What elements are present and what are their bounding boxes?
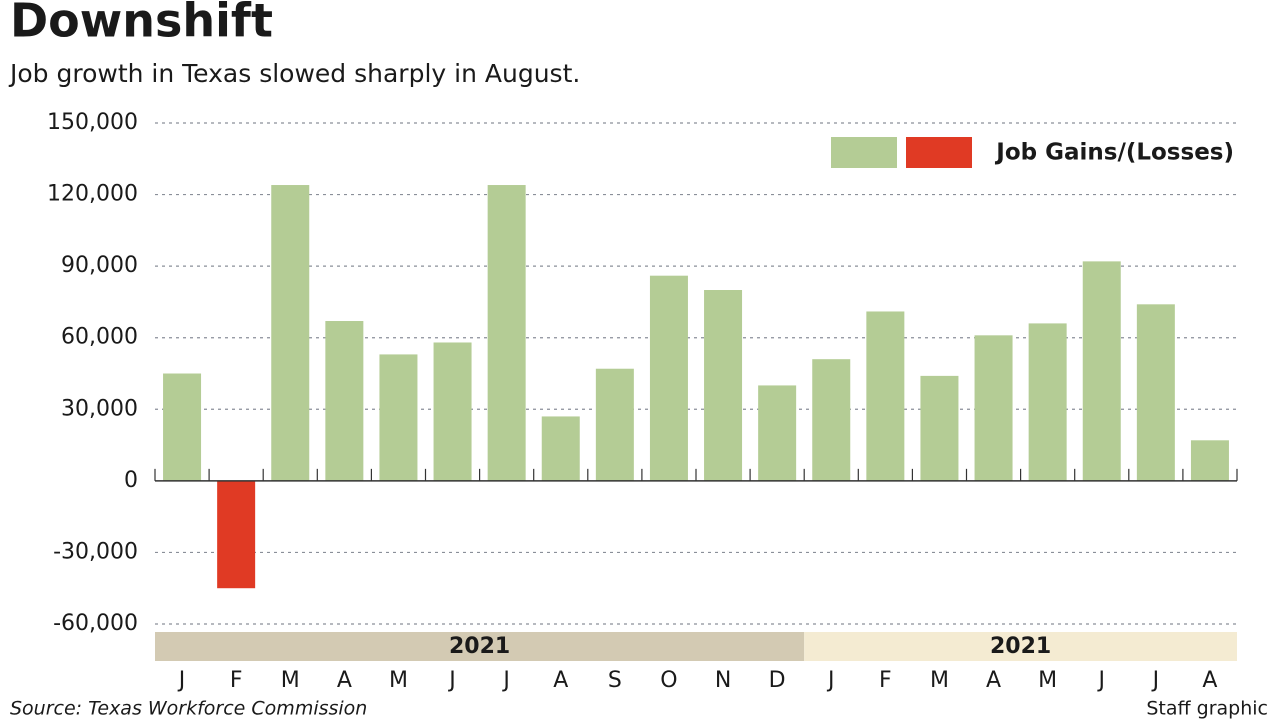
- x-tick-label: J: [177, 668, 186, 693]
- y-tick-label: 0: [124, 468, 138, 493]
- bar: [1136, 304, 1175, 481]
- bar: [704, 290, 743, 481]
- x-tick-label: F: [879, 668, 892, 693]
- x-tick-label: N: [715, 668, 731, 693]
- y-tick-label: 30,000: [61, 396, 138, 421]
- source: Source: Texas Workforce Commission: [10, 698, 367, 720]
- chart-title: Downshift: [10, 0, 273, 48]
- x-tick-label: J: [447, 668, 456, 693]
- bar: [541, 416, 580, 481]
- credit: Staff graphic: [1146, 698, 1268, 720]
- y-tick-label: 90,000: [61, 253, 138, 278]
- year-label: 2021: [449, 634, 510, 659]
- bar: [812, 359, 851, 481]
- y-tick-label: 60,000: [61, 325, 138, 350]
- year-label: 2021: [990, 634, 1051, 659]
- x-tick-label: F: [230, 668, 243, 693]
- bar: [649, 275, 688, 481]
- bar: [1028, 323, 1067, 481]
- x-tick-label: A: [553, 668, 568, 693]
- bar: [271, 185, 310, 481]
- x-tick-label: J: [501, 668, 510, 693]
- x-tick-label: A: [1202, 668, 1217, 693]
- x-tick-label: O: [660, 668, 677, 693]
- y-tick-label: 120,000: [47, 182, 138, 207]
- bar: [163, 373, 202, 481]
- x-tick-label: J: [1151, 668, 1160, 693]
- y-tick-label: 150,000: [47, 110, 138, 135]
- legend-swatch: [831, 137, 897, 168]
- bar: [217, 480, 256, 589]
- x-tick-label: M: [389, 668, 408, 693]
- year-band: [155, 632, 805, 661]
- x-tick-label: M: [1038, 668, 1057, 693]
- y-tick-label: -30,000: [53, 539, 138, 564]
- bar: [379, 354, 418, 481]
- bar: [433, 342, 472, 481]
- legend-label: Job Gains/(Losses): [994, 140, 1234, 166]
- bar: [595, 368, 634, 481]
- x-tick-label: A: [986, 668, 1001, 693]
- legend-swatch: [906, 137, 972, 168]
- y-tick-label: -60,000: [53, 611, 138, 636]
- x-tick-label: M: [930, 668, 949, 693]
- bar: [920, 375, 959, 481]
- bar: [866, 311, 905, 481]
- x-tick-label: S: [608, 668, 622, 693]
- bar: [1082, 261, 1121, 481]
- x-tick-label: J: [826, 668, 835, 693]
- bar: [974, 335, 1013, 481]
- year-band: [804, 632, 1237, 661]
- x-tick-label: D: [769, 668, 786, 693]
- chart-subtitle: Job growth in Texas slowed sharply in Au…: [8, 59, 580, 88]
- x-tick-label: A: [337, 668, 352, 693]
- bar: [325, 321, 364, 481]
- bar: [1190, 440, 1229, 481]
- x-tick-label: M: [281, 668, 300, 693]
- x-tick-label: J: [1097, 668, 1106, 693]
- bar: [758, 385, 797, 481]
- bar: [487, 185, 526, 481]
